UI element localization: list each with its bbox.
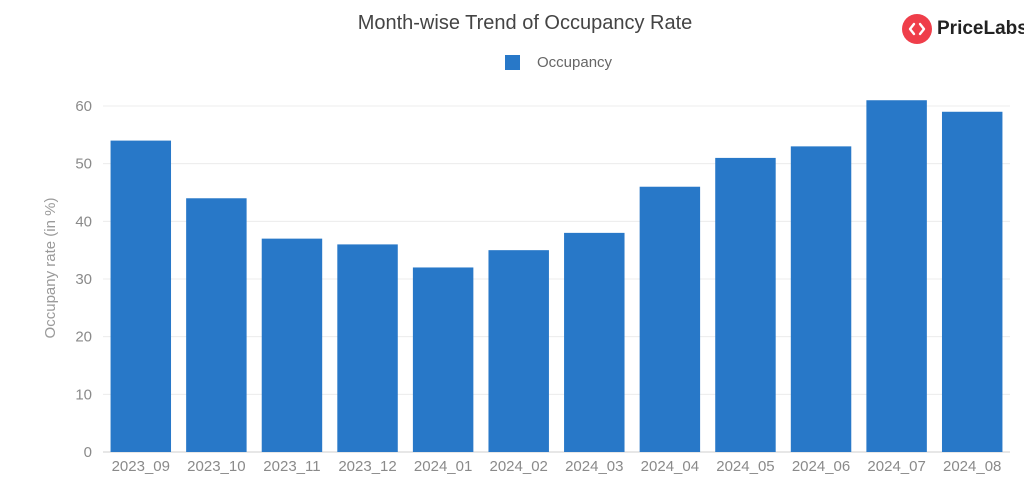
- x-tick-label: 2023_09: [112, 458, 170, 475]
- legend-label-occupancy: Occupancy: [537, 54, 613, 71]
- y-tick-label: 0: [84, 444, 92, 461]
- y-tick-label: 30: [75, 271, 92, 288]
- x-tick-label: 2024_05: [716, 458, 774, 475]
- bar-2024_04[interactable]: [639, 186, 701, 452]
- bar-2024_08[interactable]: [941, 111, 1003, 453]
- y-tick-label: 20: [75, 329, 92, 346]
- y-tick-label: 50: [75, 156, 92, 173]
- x-tick-label: 2024_03: [565, 458, 623, 475]
- brand-logo: PriceLabs: [902, 14, 1024, 44]
- y-tick-label: 10: [75, 386, 92, 403]
- x-tick-label: 2023_11: [263, 458, 320, 475]
- x-tick-label: 2024_01: [414, 458, 472, 475]
- bar-2024_03[interactable]: [564, 232, 625, 452]
- bar-2023_12[interactable]: [337, 244, 398, 452]
- x-tick-label: 2024_08: [943, 458, 1001, 475]
- x-tick-label: 2024_06: [792, 458, 850, 475]
- x-tick-label: 2024_07: [867, 458, 925, 475]
- bar-2023_10[interactable]: [186, 198, 247, 452]
- pricelabs-logo-icon: [902, 14, 932, 44]
- bar-2023_09[interactable]: [110, 140, 172, 452]
- chart-title: Month-wise Trend of Occupancy Rate: [357, 12, 693, 34]
- logo-text: PriceLabs: [937, 18, 1024, 39]
- y-tick-label: 40: [75, 213, 92, 230]
- y-tick-label: 60: [75, 98, 92, 115]
- legend-swatch: [505, 55, 520, 70]
- bar-2024_02[interactable]: [488, 250, 549, 452]
- x-tick-label: 2024_04: [641, 458, 699, 475]
- bar-2024_06[interactable]: [790, 146, 852, 452]
- bar-2023_11[interactable]: [261, 238, 323, 452]
- y-axis-label: Occupany rate (in %): [42, 198, 59, 339]
- bar-2024_05[interactable]: [715, 157, 776, 452]
- bar-2024_07[interactable]: [866, 100, 927, 452]
- bar-2024_01[interactable]: [412, 267, 474, 452]
- x-tick-label: 2024_02: [490, 458, 548, 475]
- legend[interactable]: Occupancy: [505, 54, 612, 71]
- x-tick-label: 2023_12: [338, 458, 396, 475]
- x-tick-label: 2023_10: [187, 458, 245, 475]
